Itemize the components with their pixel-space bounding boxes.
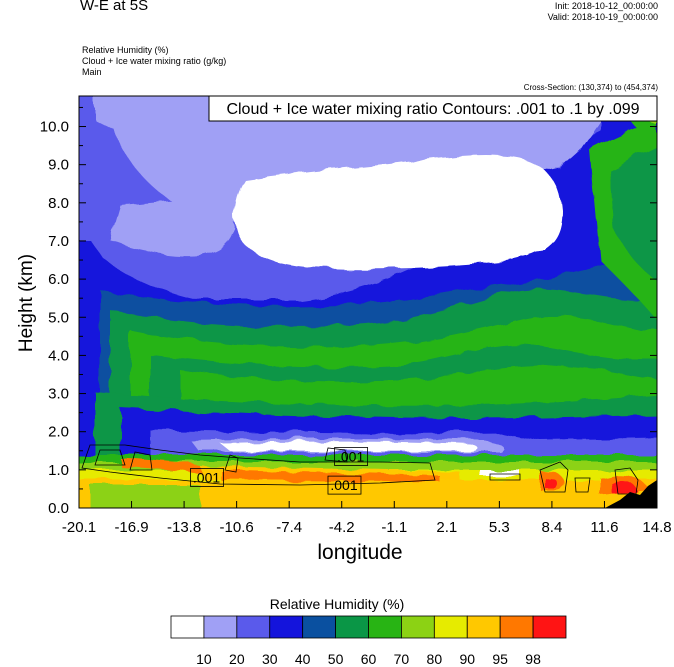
colorbar-swatch — [433, 615, 468, 639]
y-tick-label: 6.0 — [48, 271, 69, 288]
contour-labels: .001 .001 .001 — [190, 447, 369, 495]
y-axis-label: Height (km) — [16, 253, 37, 353]
colorbar-title: Relative Humidity (%) — [269, 596, 405, 612]
field-main-label: Main — [82, 67, 102, 77]
colorbar-level-label: 70 — [394, 651, 410, 667]
contour-info-text: Cloud + Ice water mixing ratio Contours:… — [226, 101, 639, 118]
colorbar-swatch — [236, 615, 271, 639]
init-time: Init: 2018-10-12_00:00:00 — [554, 1, 658, 11]
colorbar-level-label: 60 — [361, 651, 377, 667]
y-tick-label: 8.0 — [48, 195, 69, 212]
x-tick-label: -16.9 — [114, 519, 148, 536]
y-tick-label: 2.0 — [48, 424, 69, 441]
humidity-field — [79, 96, 657, 508]
field-qcloud-label: Cloud + Ice water mixing ratio (g/kg) — [82, 56, 227, 66]
colorbar-swatch — [335, 615, 369, 639]
contour-label-box — [334, 447, 369, 466]
x-tick-label: 14.8 — [642, 519, 671, 536]
contour-info-box: Cloud + Ice water mixing ratio Contours:… — [208, 95, 658, 122]
y-tick-label: 10.0 — [40, 119, 69, 136]
x-axis-label: longitude — [317, 541, 403, 564]
colorbar-swatch — [170, 615, 205, 639]
contour-label-box — [190, 468, 224, 487]
colorbar-level-label: 30 — [262, 651, 278, 667]
colorbar-swatch — [203, 615, 238, 639]
x-tick-label: 11.6 — [590, 519, 618, 536]
x-tick-label: -10.6 — [220, 519, 254, 536]
x-tick-label: 2.1 — [436, 519, 457, 536]
cross-section-label: Cross-Section: (130,374) to (454,374) — [523, 83, 658, 92]
x-tick-label: -7.4 — [276, 519, 302, 536]
x-tick-label: -1.1 — [381, 519, 407, 536]
y-tick-label: 9.0 — [48, 157, 69, 174]
colorbar-swatch — [368, 615, 402, 639]
x-tick-label: -13.8 — [167, 519, 201, 536]
y-tick-label: 4.0 — [48, 347, 69, 364]
colorbar-level-label: 50 — [328, 651, 344, 667]
colorbar: 10 20 30 40 50 60 70 80 90 95 98 — [170, 615, 567, 667]
main-title: W-E at 5S — [80, 0, 149, 14]
colorbar-level-label: 10 — [196, 651, 212, 667]
colorbar-swatch — [499, 615, 534, 639]
colorbar-swatch — [466, 615, 501, 639]
contour-label: .001 — [337, 449, 364, 465]
colorbar-swatch — [401, 615, 435, 639]
colorbar-level-label: 90 — [459, 651, 475, 667]
x-tick-label: 8.4 — [541, 519, 562, 536]
contour-label-box — [327, 475, 362, 495]
x-tick-label: -20.1 — [62, 519, 96, 536]
valid-time: Valid: 2018-10-19_00:00:00 — [547, 12, 658, 22]
y-axis: 0.0 1.0 2.0 3.0 4.0 5.0 6.0 7.0 8.0 9.0 10.0 — [40, 106, 657, 517]
contour-label: .001 — [193, 469, 220, 485]
colorbar-swatch — [532, 615, 567, 639]
y-tick-label: 1.0 — [48, 462, 69, 479]
x-tick-label: 5.3 — [489, 519, 510, 536]
y-tick-label: 5.0 — [48, 309, 69, 326]
colorbar-level-label: 98 — [525, 651, 541, 667]
field-rh-label: Relative Humidity (%) — [82, 45, 169, 55]
y-tick-label: 3.0 — [48, 386, 69, 403]
colorbar-level-label: 40 — [295, 651, 311, 667]
colorbar-level-label: 20 — [229, 651, 245, 667]
x-tick-label: -4.2 — [329, 519, 355, 536]
y-tick-label: 7.0 — [48, 233, 69, 250]
y-tick-label: 0.0 — [48, 500, 69, 517]
colorbar-swatch — [302, 615, 336, 639]
colorbar-swatch — [269, 615, 304, 639]
colorbar-level-label: 80 — [427, 651, 443, 667]
contour-label: .001 — [330, 477, 357, 493]
colorbar-level-label: 95 — [492, 651, 508, 667]
cloud-contours — [81, 444, 639, 495]
x-axis: -20.1 -16.9 -13.8 -10.6 -7.4 -4.2 -1.1 2.1 5.3 8.… — [62, 501, 672, 536]
